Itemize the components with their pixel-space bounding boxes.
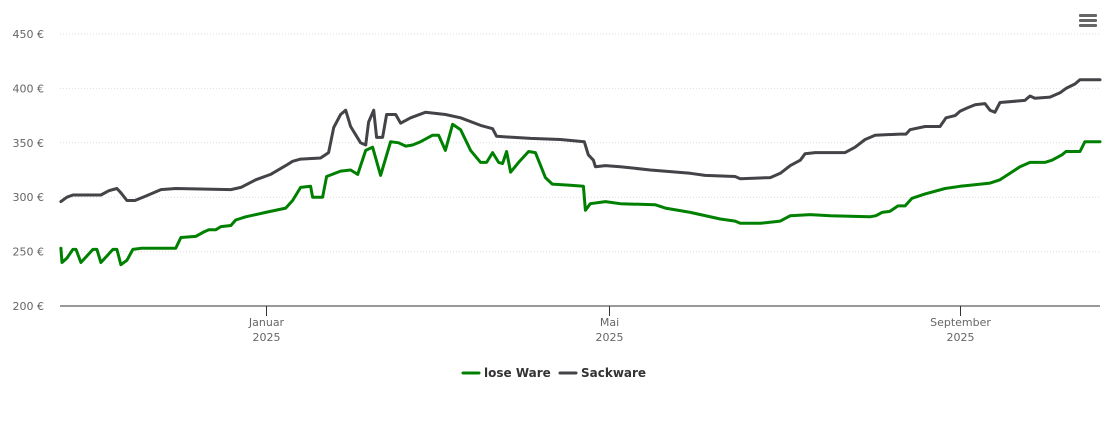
- y-tick-label: 300 €: [13, 191, 45, 204]
- series-line-lose-ware: [59, 122, 1102, 267]
- series-line-sackware: [59, 78, 1102, 204]
- y-tick-label: 400 €: [13, 82, 45, 95]
- hamburger-icon: [1079, 14, 1097, 17]
- chart-menu-button[interactable]: [1079, 14, 1097, 28]
- legend-item[interactable]: lose Ware: [461, 366, 551, 380]
- hamburger-icon-bar: [1079, 24, 1097, 27]
- legend-label: lose Ware: [484, 366, 551, 380]
- hamburger-icon-bar: [1079, 19, 1097, 22]
- x-tick-label: Mai: [600, 316, 619, 329]
- y-tick-label: 200 €: [13, 300, 45, 313]
- legend-label: Sackware: [581, 366, 646, 380]
- x-tick-year: 2025: [596, 331, 624, 344]
- y-tick-label: 350 €: [13, 137, 45, 150]
- x-tick-label: Januar: [248, 316, 285, 329]
- x-tick-year: 2025: [253, 331, 281, 344]
- x-tick-label: September: [930, 316, 991, 329]
- y-tick-label: 250 €: [13, 246, 45, 259]
- legend-item[interactable]: Sackware: [558, 366, 646, 380]
- x-tick-year: 2025: [947, 331, 975, 344]
- y-tick-label: 450 €: [13, 28, 45, 41]
